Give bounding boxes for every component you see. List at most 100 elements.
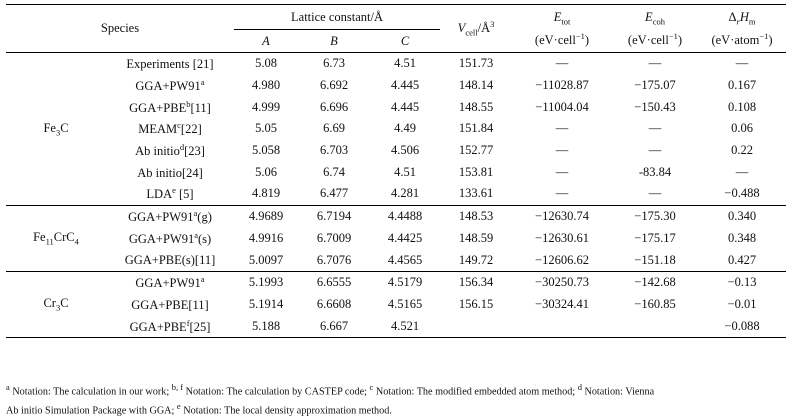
cell-v: 148.14 [458, 78, 494, 93]
cell-a: 4.980 [251, 78, 281, 93]
cell-ecoh: −150.43 [634, 99, 676, 114]
ecoh-header: Ecoh (eV·cell−1) [612, 4, 699, 53]
col-a-header: A [234, 29, 298, 53]
table-row: GGA+PBE[11] 5.1914 6.6608 4.5165 156.15 −3032… [6, 294, 786, 316]
cell-v: 148.59 [458, 230, 494, 245]
cell-b: 6.7009 [316, 230, 352, 245]
method-cell: GGA+PW91a(s) [128, 229, 212, 246]
table-row: GGA+PW91a 4.980 6.692 4.445 148.14 −11028.87 −… [6, 75, 786, 97]
table-row: GGA+PBEb[11] 4.999 6.696 4.445 148.55 −11004.… [6, 96, 786, 118]
method-cell: GGA+PW91a(g) [106, 204, 234, 228]
method-cell: MEAMc[22] [138, 120, 202, 137]
cell-dh: −0.13 [698, 270, 787, 294]
cell-dh: −0.088 [698, 315, 787, 338]
cell-b: 6.696 [319, 99, 349, 114]
cell-v: 149.72 [458, 252, 494, 267]
cell-b: 6.69 [323, 121, 345, 136]
cell-dh: 0.167 [727, 78, 757, 93]
cell-b: 6.477 [319, 186, 349, 201]
cell-b: 6.74 [323, 164, 345, 179]
cell-a: 5.1993 [234, 270, 298, 294]
table-row: Cr3C GGA+PW91a 5.1993 6.6555 4.5179 156.34 −30… [6, 270, 787, 338]
cell-a: 4.9916 [248, 230, 284, 245]
table-row: GGA+PBE(s)[11] 5.0097 6.7076 4.4565 149.72 −1… [6, 249, 786, 271]
cell-etot: — [555, 56, 569, 71]
cell-b: 6.7194 [298, 204, 370, 228]
method-cell: LDAe [5] [146, 185, 194, 202]
cell-b: 6.6555 [298, 270, 370, 294]
cell-etot: −11004.04 [535, 99, 589, 114]
method-cell: GGA+PBE(s)[11] [124, 253, 216, 268]
cell-a: 5.05 [255, 121, 277, 136]
cell-ecoh: — [648, 121, 662, 136]
cell-v: 156.15 [458, 296, 494, 311]
cell-etot: −30324.41 [535, 296, 589, 311]
table-row: Ab initio[24] 5.06 6.74 4.51 153.81 — -83.84 — [6, 161, 786, 183]
cell-c: 4.51 [394, 56, 416, 71]
cell-a: 5.08 [255, 56, 277, 71]
cell-dh: 0.348 [727, 230, 757, 245]
cell-ecoh: — [648, 143, 662, 158]
cell-dh: 0.340 [698, 204, 787, 228]
cell-b: 6.692 [319, 78, 349, 93]
table-row: MEAMc[22] 5.05 6.69 4.49 151.84 — — 0.06 [6, 118, 786, 140]
cell-dh: −0.488 [724, 186, 760, 201]
cell-c: 4.4565 [387, 252, 423, 267]
method-cell: Ab initio[24] [137, 165, 203, 180]
cell-ecoh [612, 315, 699, 338]
cell-ecoh: −175.30 [612, 204, 699, 228]
cell-c: 4.506 [390, 143, 420, 158]
col-b-header: B [298, 29, 370, 53]
cell-v: 152.77 [458, 143, 494, 158]
cell-ecoh: −160.85 [634, 296, 676, 311]
table-row: Ab initiod[23] 5.058 6.703 4.506 152.77 — — 0.2… [6, 140, 786, 162]
species-cell: Fe3C [43, 120, 69, 138]
cell-ecoh: −142.68 [612, 270, 699, 294]
cell-etot: −12606.62 [535, 252, 589, 267]
footnote-line-1: a Notation: The calculation in our work;… [6, 382, 655, 398]
cell-v [440, 315, 513, 338]
cell-v: 156.34 [440, 270, 513, 294]
cell-a: 4.819 [251, 186, 281, 201]
cell-dh: — [735, 164, 749, 179]
cell-v: 151.73 [458, 56, 494, 71]
header-row-2: A B C [6, 29, 786, 53]
table-body: Fe3C Experiments [21] 5.08 6.73 4.51 151.73 — —… [6, 53, 787, 338]
species-cell: Cr3C [6, 270, 106, 338]
footnote-line-2: Ab initio Simulation Package with GGA; e… [6, 401, 392, 417]
header-row-1: Species Lattice constant/Å Vcell/Å3 Etot… [6, 4, 787, 53]
lattice-header: Lattice constant/Å [234, 4, 441, 30]
footnotes: a Notation: The calculation in our work;… [6, 380, 786, 419]
species-cell: Fe11CrC4 [6, 204, 106, 272]
method-cell: Experiments [21] [126, 57, 214, 72]
cell-etot: −12630.74 [512, 204, 613, 228]
etot-header: Etot (eV·cell−1) [512, 4, 613, 53]
cell-a: 5.1914 [248, 296, 284, 311]
cell-v: 148.53 [440, 204, 513, 228]
cell-etot: −30250.73 [512, 270, 613, 294]
cell-etot: −12630.61 [535, 230, 589, 245]
cell-a: 5.188 [234, 315, 298, 338]
species-header: Species [6, 4, 234, 53]
cell-etot: — [555, 143, 569, 158]
method-cell: GGA+PBEf[25] [106, 315, 234, 338]
cell-a: 4.999 [251, 99, 281, 114]
cell-etot: — [555, 121, 569, 136]
cell-v: 153.81 [458, 164, 494, 179]
cell-dh: −0.01 [727, 296, 757, 311]
cell-b: 6.6608 [316, 296, 352, 311]
cell-etot: −11028.87 [535, 78, 589, 93]
cell-v: 148.55 [458, 99, 494, 114]
cell-etot: — [555, 186, 569, 201]
cell-c: 4.4425 [387, 230, 423, 245]
table-row: GGA+PW91a(s) 4.9916 6.7009 4.4425 148.59 −126… [6, 228, 786, 250]
cell-c: 4.521 [370, 315, 441, 338]
cell-ecoh: -83.84 [638, 164, 672, 179]
cell-c: 4.5179 [370, 270, 441, 294]
cell-b: 6.703 [319, 143, 349, 158]
method-cell: GGA+PBEb[11] [129, 98, 211, 115]
cell-dh: — [735, 56, 749, 71]
cell-a: 5.058 [251, 143, 281, 158]
cell-ecoh: — [648, 56, 662, 71]
cell-a: 4.9689 [234, 204, 298, 228]
